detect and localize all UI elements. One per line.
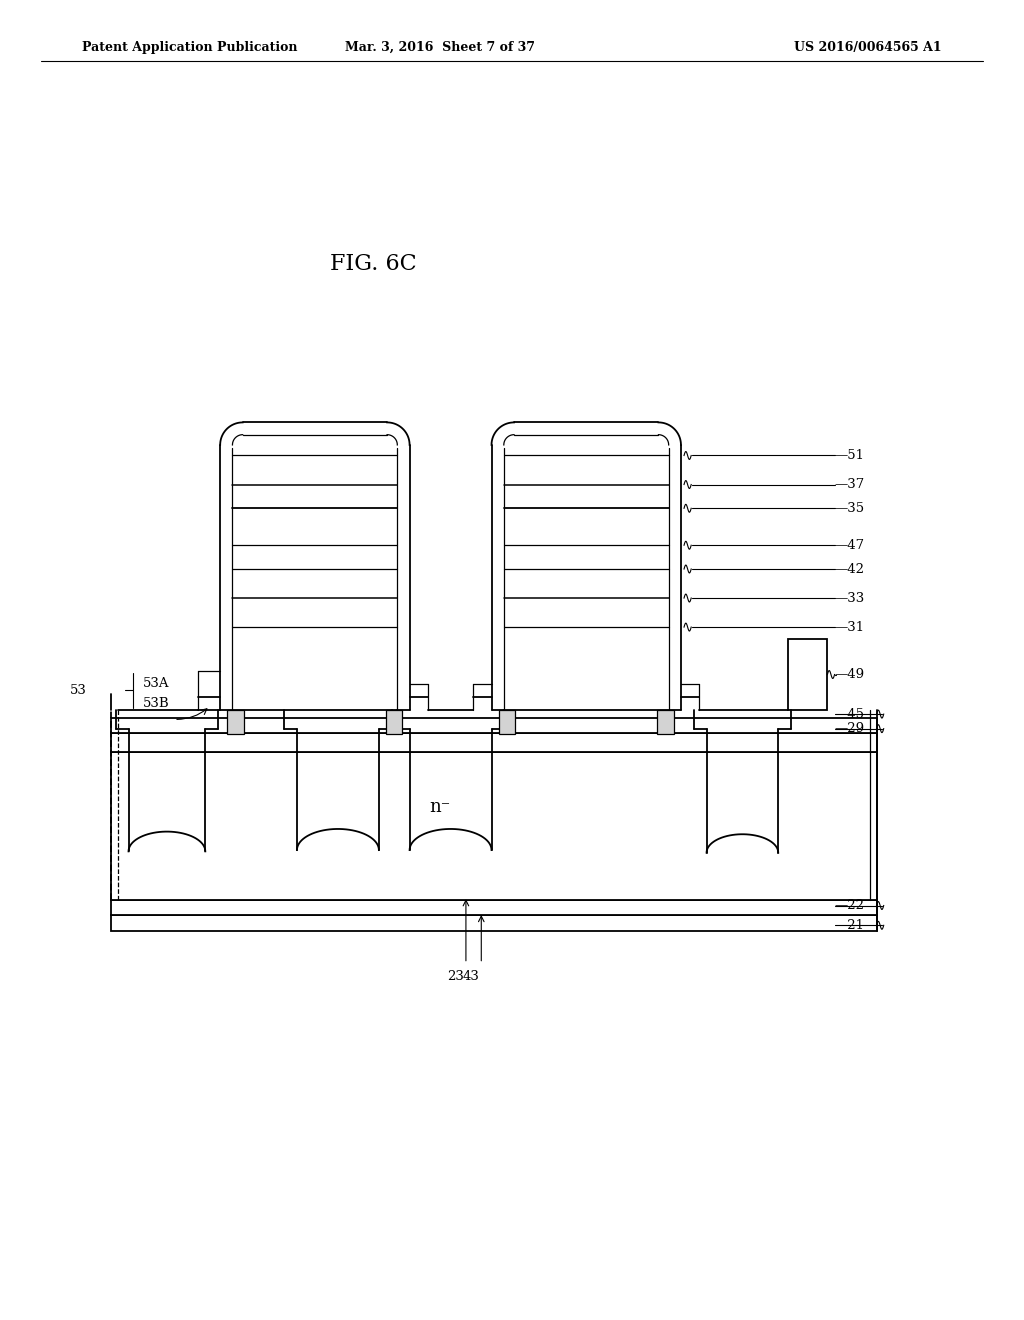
Text: —45: —45 [835, 708, 864, 721]
Text: —37: —37 [835, 478, 865, 491]
Bar [227, 710, 244, 734]
Text: 53A: 53A [143, 677, 170, 690]
Text: Mar. 3, 2016  Sheet 7 of 37: Mar. 3, 2016 Sheet 7 of 37 [345, 41, 536, 54]
Text: Patent Application Publication: Patent Application Publication [82, 41, 297, 54]
Text: US 2016/0064565 A1: US 2016/0064565 A1 [795, 41, 942, 54]
Bar [111, 733, 877, 752]
Bar [111, 915, 877, 931]
Bar [657, 710, 674, 734]
Text: n⁻: n⁻ [430, 797, 451, 816]
Text: 53B: 53B [143, 697, 170, 710]
Text: —49: —49 [835, 668, 864, 681]
Text: —35: —35 [835, 502, 864, 515]
Bar [111, 752, 877, 900]
Text: —47: —47 [835, 539, 864, 552]
Text: —51: —51 [835, 449, 864, 462]
Text: —33: —33 [835, 591, 865, 605]
Text: —31: —31 [835, 620, 864, 634]
Text: 53: 53 [71, 684, 87, 697]
Bar [111, 900, 877, 915]
Bar [386, 710, 402, 734]
Bar [111, 718, 877, 733]
Text: —22: —22 [835, 899, 864, 912]
Text: —29: —29 [835, 722, 864, 735]
Text: 43: 43 [463, 970, 479, 983]
Text: FIG. 6C: FIG. 6C [331, 253, 417, 275]
Text: —42: —42 [835, 562, 864, 576]
Bar [788, 639, 827, 710]
Text: —21: —21 [835, 919, 864, 932]
Bar [499, 710, 515, 734]
Text: 23: 23 [447, 970, 464, 983]
